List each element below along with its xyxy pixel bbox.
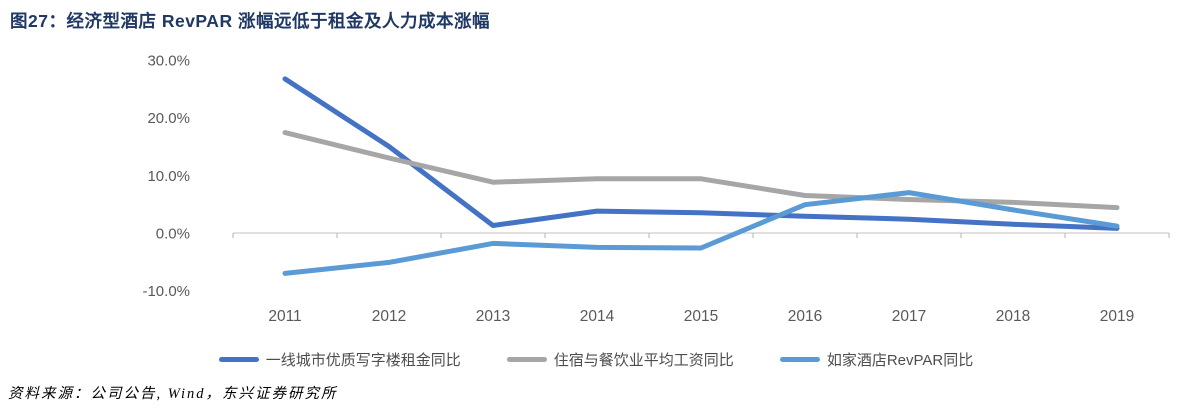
legend-label: 一线城市优质写字楼租金同比	[265, 352, 461, 369]
x-axis-tick-label: 2012	[372, 308, 406, 325]
x-axis-tick-label: 2017	[892, 308, 926, 325]
y-axis-tick-label: 10.0%	[147, 168, 190, 185]
chart-canvas: 30.0% 20.0% 10.0% 0.0% -10.0% 2011 2012 2013 201…	[142, 52, 1170, 325]
line-chart: 30.0% 20.0% 10.0% 0.0% -10.0% 2011 2012 2013 201…	[0, 45, 1192, 335]
x-axis-tick-label: 2015	[684, 308, 718, 325]
legend-label: 住宿与餐饮业平均工资同比	[553, 352, 734, 369]
series-line	[282, 76, 1120, 231]
x-axis-tick-label: 2019	[1100, 308, 1134, 325]
series-line	[282, 130, 1120, 211]
legend-item: 住宿与餐饮业平均工资同比	[506, 349, 734, 370]
chart-title: 图27：经济型酒店 RevPAR 涨幅远低于租金及人力成本涨幅	[10, 11, 490, 31]
source-note: 资料来源：公司公告, Wind，东兴证券研究所	[8, 386, 338, 402]
chart-legend: 一线城市优质写字楼租金同比 住宿与餐饮业平均工资同比 如家酒店RevPAR同比	[0, 349, 1192, 370]
x-axis-tick-label: 2018	[996, 308, 1030, 325]
y-axis-tick-label: -10.0%	[142, 283, 190, 300]
legend-item: 如家酒店RevPAR同比	[779, 349, 974, 370]
y-axis-tick-label: 0.0%	[156, 226, 190, 243]
legend-line-marker	[218, 357, 259, 362]
y-axis-tick-label: 30.0%	[147, 52, 190, 69]
legend-label: 如家酒店RevPAR同比	[826, 352, 974, 369]
x-axis-tick-label: 2013	[476, 308, 510, 325]
legend-item: 一线城市优质写字楼租金同比	[218, 349, 461, 370]
x-axis-tick-label: 2016	[788, 308, 822, 325]
series-line	[282, 190, 1120, 276]
legend-line-marker	[779, 357, 820, 362]
x-axis-tick-label: 2011	[268, 308, 301, 325]
x-axis-tick-label: 2014	[580, 308, 615, 325]
legend-line-marker	[506, 357, 547, 362]
y-axis-tick-label: 20.0%	[147, 110, 190, 127]
